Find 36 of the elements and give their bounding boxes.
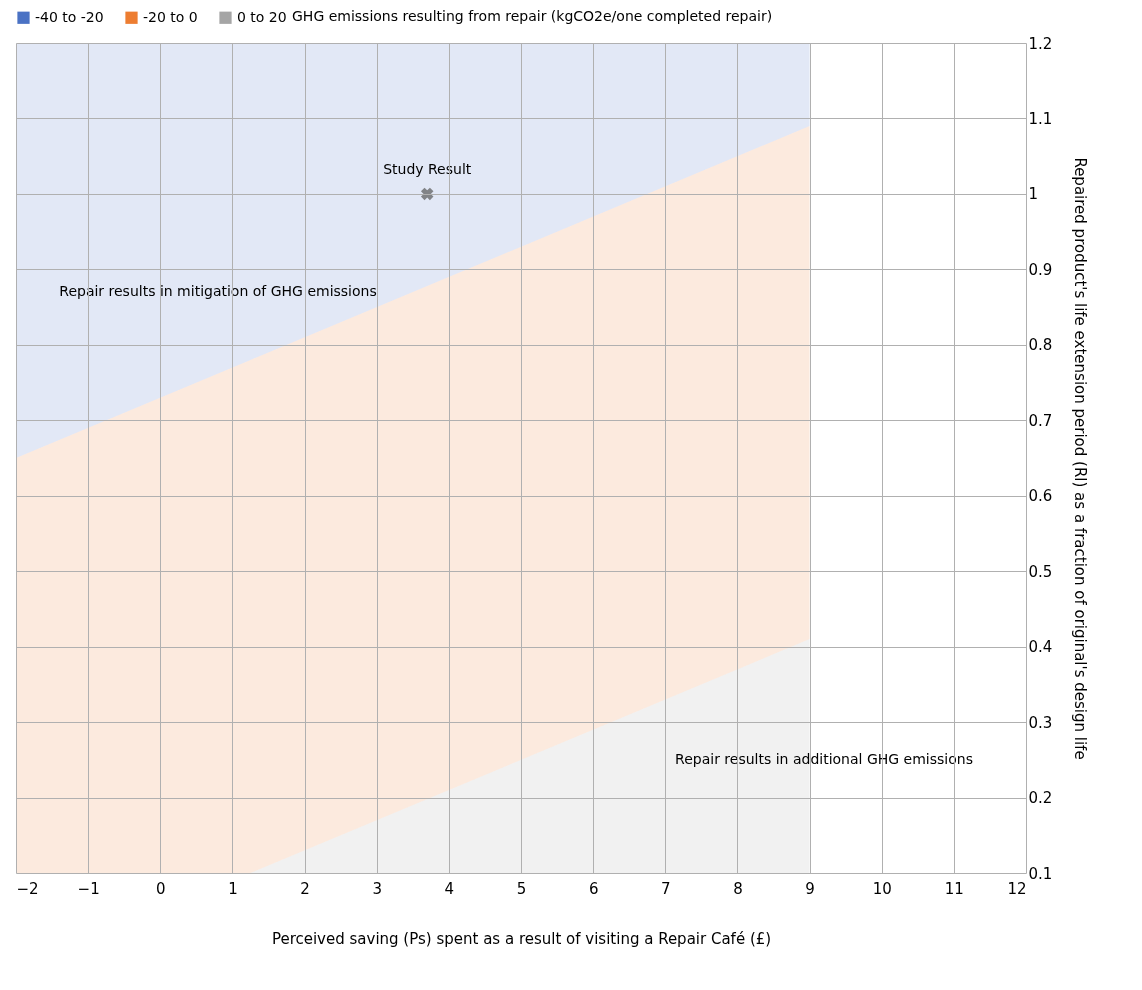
y-tick-label: 0.6 — [1028, 487, 1053, 506]
x-tick-label: 11 — [944, 879, 964, 898]
y-tick-label: 0.8 — [1028, 336, 1053, 355]
legend-title: GHG emissions resulting from repair (kgCO2e/one completed repair) — [292, 8, 773, 24]
x-tick-label: 8 — [733, 879, 743, 898]
legend-label: 0 to 20 — [237, 8, 287, 25]
x-tick-label: 2 — [300, 879, 310, 898]
y-tick-label: 0.2 — [1028, 789, 1053, 808]
y-tick-label: 0.3 — [1028, 713, 1053, 732]
annotation: Study Result — [383, 160, 472, 177]
legend-label: -40 to -20 — [35, 8, 104, 25]
x-tick-label: 1 — [228, 879, 238, 898]
x-tick-label: 3 — [372, 879, 382, 898]
y-tick-label: 0.1 — [1028, 864, 1053, 883]
x-tick-label: 12 — [1007, 879, 1027, 898]
x-tick-label: 9 — [805, 879, 815, 898]
x-axis-title: Perceived saving (Ps) spent as a result of visiting a Repair Café (£) — [271, 929, 772, 948]
y-tick-label: 0.7 — [1028, 411, 1053, 430]
x-tick-label: −1 — [77, 879, 100, 898]
y-axis-title: Repaired product's life extension period (Rl) as a fraction of original's design life — [1071, 157, 1090, 760]
x-tick-label: 10 — [872, 879, 892, 898]
annotation: Repair results in additional GHG emissions — [675, 751, 973, 768]
x-tick-label: 4 — [444, 879, 455, 898]
y-tick-label: 1 — [1028, 185, 1039, 204]
y-tick-label: 1.1 — [1028, 109, 1053, 128]
x-tick-label: 7 — [661, 879, 671, 898]
x-tick-label: 5 — [516, 879, 527, 898]
x-tick-label: 6 — [588, 879, 599, 898]
y-tick-label: 0.5 — [1028, 562, 1053, 581]
y-tick-label: 0.4 — [1028, 638, 1053, 657]
x-tick-label: 0 — [156, 879, 166, 898]
x-tick-label: −2 — [16, 879, 39, 898]
y-tick-label: 0.9 — [1028, 260, 1053, 279]
y-tick-label: 1.2 — [1028, 34, 1053, 53]
annotation: Repair results in mitigation of GHG emissions — [59, 283, 377, 299]
legend-label: -20 to 0 — [143, 8, 198, 25]
